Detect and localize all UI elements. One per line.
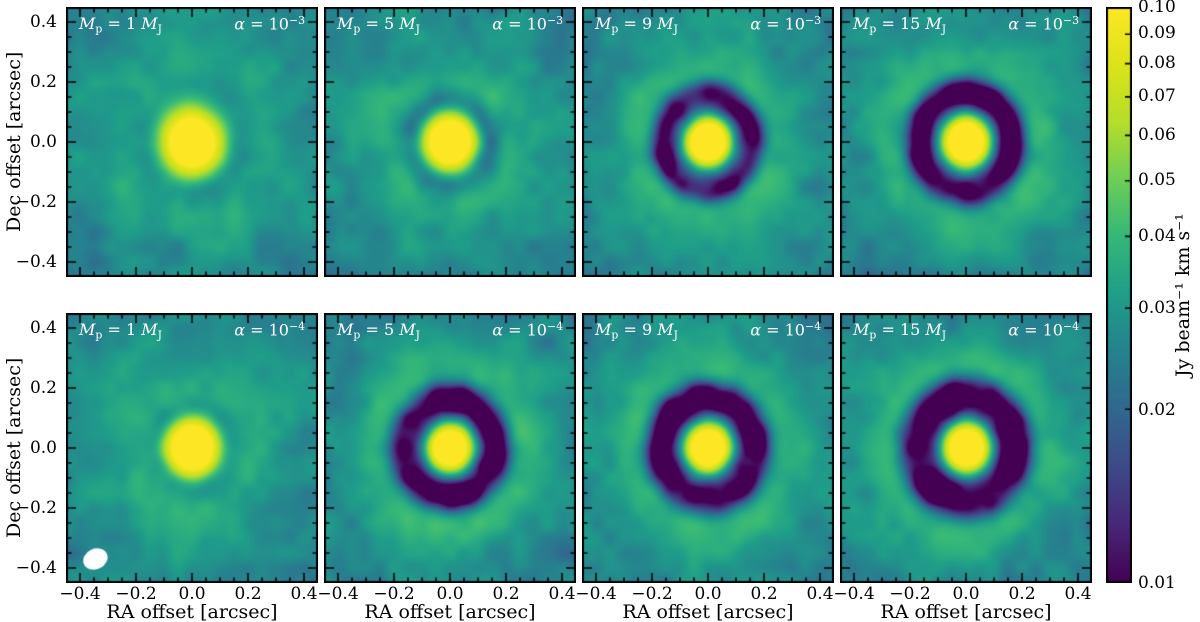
x-axis-title-col2: RA offset [arcsec]	[364, 601, 536, 622]
heatmap-canvas	[324, 7, 576, 277]
alpha-label: α = 10−4	[234, 320, 305, 340]
x-tick-label: −0.4	[317, 584, 359, 604]
x-tick-label: 0.4	[290, 584, 318, 604]
mass-label: Mp = 5 MJ	[337, 14, 420, 36]
colorbar-tick-label: 0.01	[1138, 573, 1176, 593]
x-tick-label: −0.2	[889, 584, 931, 604]
x-axis-title-col1: RA offset [arcsec]	[106, 601, 278, 622]
x-tick-labels-col1: −0.4 −0.2 0.0 0.2 0.4	[59, 584, 318, 604]
x-tick-label: 0.2	[750, 584, 778, 604]
x-axis-title-col4: RA offset [arcsec]	[880, 601, 1052, 622]
heatmap-canvas	[582, 313, 834, 583]
x-axis-title-col3: RA offset [arcsec]	[622, 601, 794, 622]
x-tick-label: 0.0	[436, 584, 464, 604]
heatmap-canvas	[324, 313, 576, 583]
x-tick-label: −0.4	[575, 584, 617, 604]
x-tick-label: −0.2	[115, 584, 157, 604]
x-tick-label: 0.0	[694, 584, 722, 604]
colorbar	[1106, 7, 1132, 583]
heatmap-panel-1mj-a4: Mp = 1 MJ α = 10−4	[66, 313, 318, 583]
mass-label: Mp = 9 MJ	[595, 320, 678, 342]
x-tick-labels-col3: −0.4 −0.2 0.0 0.2 0.4	[575, 584, 834, 604]
y-tick-label: 0.2	[29, 72, 57, 92]
heatmap-canvas	[582, 7, 834, 277]
x-tick-label: 0.0	[952, 584, 980, 604]
mass-label: Mp = 9 MJ	[595, 14, 678, 36]
heatmap-panel-1mj-a3: Mp = 1 MJ α = 10−3	[66, 7, 318, 277]
alpha-label: α = 10−4	[1008, 320, 1079, 340]
x-tick-label: 0.2	[492, 584, 520, 604]
colorbar-tick-label: 0.03	[1138, 298, 1176, 319]
mass-label: Mp = 15 MJ	[853, 320, 947, 342]
mass-label: Mp = 5 MJ	[337, 320, 420, 342]
x-tick-label: −0.2	[631, 584, 673, 604]
colorbar-title: Jy beam⁻¹ km s⁻¹	[1172, 213, 1194, 377]
heatmap-panel-9mj-a3: Mp = 9 MJ α = 10−3	[582, 7, 834, 277]
heatmap-canvas	[840, 313, 1092, 583]
x-tick-label: −0.4	[59, 584, 101, 604]
x-tick-label: 0.2	[1008, 584, 1036, 604]
x-tick-label: 0.4	[806, 584, 834, 604]
y-tick-label: −0.4	[15, 558, 57, 578]
colorbar-tick-label: 0.10	[1138, 0, 1176, 17]
mass-label: Mp = 1 MJ	[79, 14, 162, 36]
colorbar-tick-label: 0.06	[1138, 124, 1176, 145]
colorbar-tick-label: 0.09	[1138, 23, 1176, 44]
colorbar-tick-label: 0.07	[1138, 86, 1176, 107]
y-tick-label: −0.2	[15, 192, 57, 212]
heatmap-canvas	[840, 7, 1092, 277]
y-tick-label: −0.2	[15, 498, 57, 518]
heatmap-panel-9mj-a4: Mp = 9 MJ α = 10−4	[582, 313, 834, 583]
y-tick-label: 0.2	[29, 378, 57, 398]
heatmap-canvas	[66, 313, 318, 583]
heatmap-canvas	[66, 7, 318, 277]
colorbar-tick-label: 0.04	[1138, 226, 1176, 247]
colorbar-tick-label: 0.02	[1138, 399, 1176, 420]
x-tick-label: 0.2	[234, 584, 262, 604]
x-tick-labels-col2: −0.4 −0.2 0.0 0.2 0.4	[317, 584, 576, 604]
alpha-label: α = 10−3	[234, 14, 305, 34]
alpha-label: α = 10−3	[750, 14, 821, 34]
x-tick-labels-col4: −0.4 −0.2 0.0 0.2 0.4	[833, 584, 1092, 604]
y-tick-label: 0.4	[29, 318, 57, 338]
x-tick-label: 0.4	[1064, 584, 1092, 604]
y-tick-label: 0.4	[29, 12, 57, 32]
colorbar-tick-labels: 0.10 0.09 0.08 0.07 0.06 0.05 0.04 0.03 0.02 0.01	[1138, 0, 1190, 622]
heatmap-panel-5mj-a3: Mp = 5 MJ α = 10−3	[324, 7, 576, 277]
heatmap-panel-5mj-a4: Mp = 5 MJ α = 10−4	[324, 313, 576, 583]
y-tick-label: 0.0	[29, 132, 57, 152]
alpha-label: α = 10−3	[1008, 14, 1079, 34]
y-tick-labels-row1: 0.4 0.2 0.0 −0.2 −0.4	[0, 7, 62, 277]
y-tick-label: 0.0	[29, 438, 57, 458]
alpha-label: α = 10−4	[492, 320, 563, 340]
x-tick-label: 0.0	[178, 584, 206, 604]
alpha-label: α = 10−4	[750, 320, 821, 340]
x-tick-label: −0.2	[373, 584, 415, 604]
heatmap-panel-15mj-a4: Mp = 15 MJ α = 10−4	[840, 313, 1092, 583]
alpha-label: α = 10−3	[492, 14, 563, 34]
y-tick-label: −0.4	[15, 252, 57, 272]
y-tick-labels-row2: 0.4 0.2 0.0 −0.2 −0.4	[0, 313, 62, 583]
mass-label: Mp = 1 MJ	[79, 320, 162, 342]
mass-label: Mp = 15 MJ	[853, 14, 947, 36]
x-tick-label: 0.4	[548, 584, 576, 604]
x-tick-label: −0.4	[833, 584, 875, 604]
heatmap-panel-15mj-a3: Mp = 15 MJ α = 10−3	[840, 7, 1092, 277]
colorbar-tick-label: 0.05	[1138, 170, 1176, 191]
colorbar-tick-label: 0.08	[1138, 52, 1176, 73]
